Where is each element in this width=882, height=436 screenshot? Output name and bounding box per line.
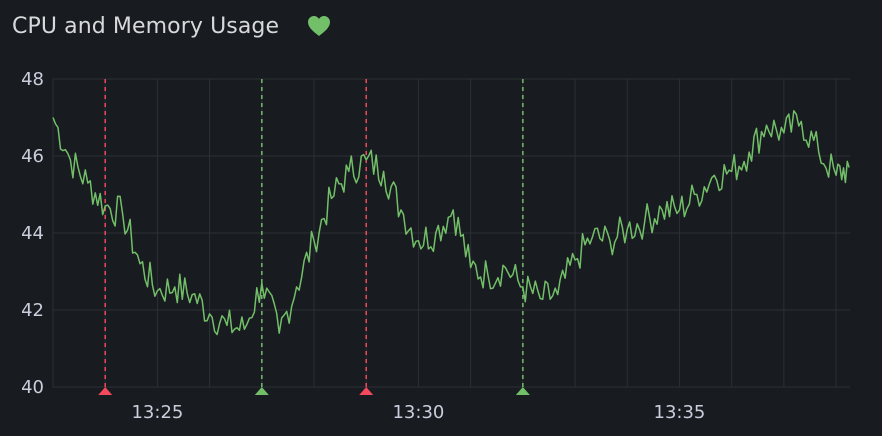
annotation-marker[interactable] [359, 387, 374, 395]
x-axis: 13:25 13:30 13:35 [131, 402, 705, 423]
x-tick-label: 13:35 [654, 402, 706, 423]
annotation-marker[interactable] [98, 387, 113, 395]
grid-lines [52, 78, 850, 388]
y-tick-label: 46 [21, 146, 44, 167]
heart-icon[interactable] [307, 15, 331, 37]
annotation-marker[interactable] [515, 387, 530, 395]
series-line[interactable] [52, 110, 850, 336]
x-tick-label: 13:30 [392, 402, 444, 423]
y-axis: 40 42 44 46 48 [21, 69, 44, 398]
x-tick-label: 13:25 [131, 402, 183, 423]
y-tick-label: 40 [21, 377, 44, 398]
panel-title[interactable]: CPU and Memory Usage [12, 13, 280, 39]
y-tick-label: 44 [21, 223, 44, 244]
y-tick-label: 48 [21, 69, 44, 90]
y-tick-label: 42 [21, 300, 44, 321]
annotation-markers [98, 79, 530, 395]
panel-header: CPU and Memory Usage [12, 10, 331, 42]
annotation-marker[interactable] [254, 387, 269, 395]
